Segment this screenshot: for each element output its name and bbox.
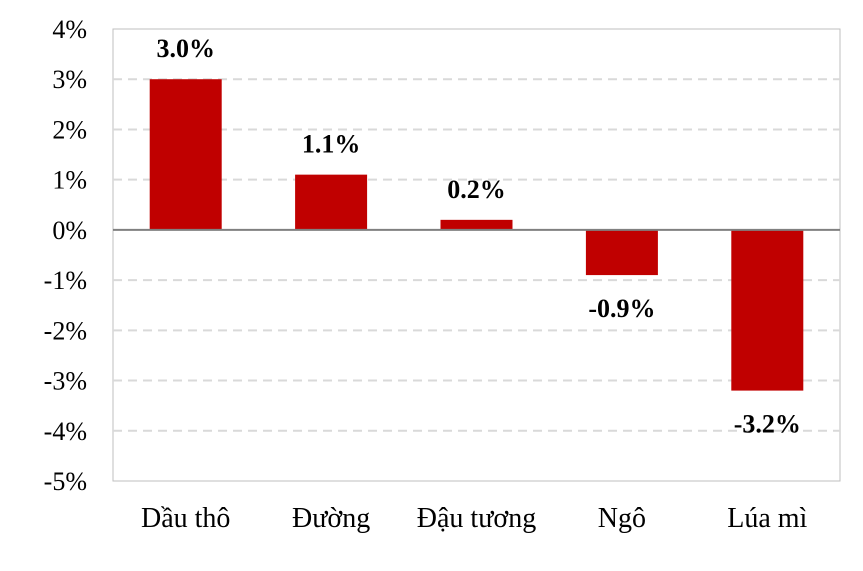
- x-tick-label: Đường: [292, 503, 370, 534]
- data-label: 3.0%: [156, 34, 215, 63]
- y-tick-label: -1%: [44, 266, 87, 295]
- y-tick-label: -2%: [44, 316, 87, 345]
- bar: [585, 229, 658, 276]
- y-tick-label: 2%: [52, 115, 87, 144]
- data-label: -0.9%: [588, 294, 655, 323]
- x-tick-label: Lúa mì: [727, 503, 807, 534]
- y-tick-label: -4%: [44, 417, 87, 446]
- bar: [295, 174, 368, 230]
- data-label: -3.2%: [734, 410, 801, 439]
- y-tick-label: 1%: [52, 166, 87, 195]
- plot-border: [112, 28, 841, 482]
- y-tick-label: 3%: [52, 65, 87, 94]
- bar: [149, 79, 222, 230]
- x-tick-label: Dầu thô: [141, 503, 230, 534]
- bar: [731, 229, 804, 391]
- y-tick-label: -5%: [44, 467, 87, 496]
- data-label: 0.2%: [447, 175, 506, 204]
- y-tick-label: 4%: [52, 15, 87, 44]
- bar: [440, 219, 513, 230]
- plot-area: 4% 3% 2% 1% 0% -1% -2% -3% -4% -5% 3.0% Dầu thô 1.1%…: [44, 15, 841, 534]
- y-tick-label: -3%: [44, 367, 87, 396]
- y-tick-label: 0%: [52, 216, 87, 245]
- data-label: 1.1%: [302, 130, 361, 159]
- x-tick-label: Đậu tương: [417, 503, 536, 534]
- x-tick-label: Ngô: [598, 503, 646, 534]
